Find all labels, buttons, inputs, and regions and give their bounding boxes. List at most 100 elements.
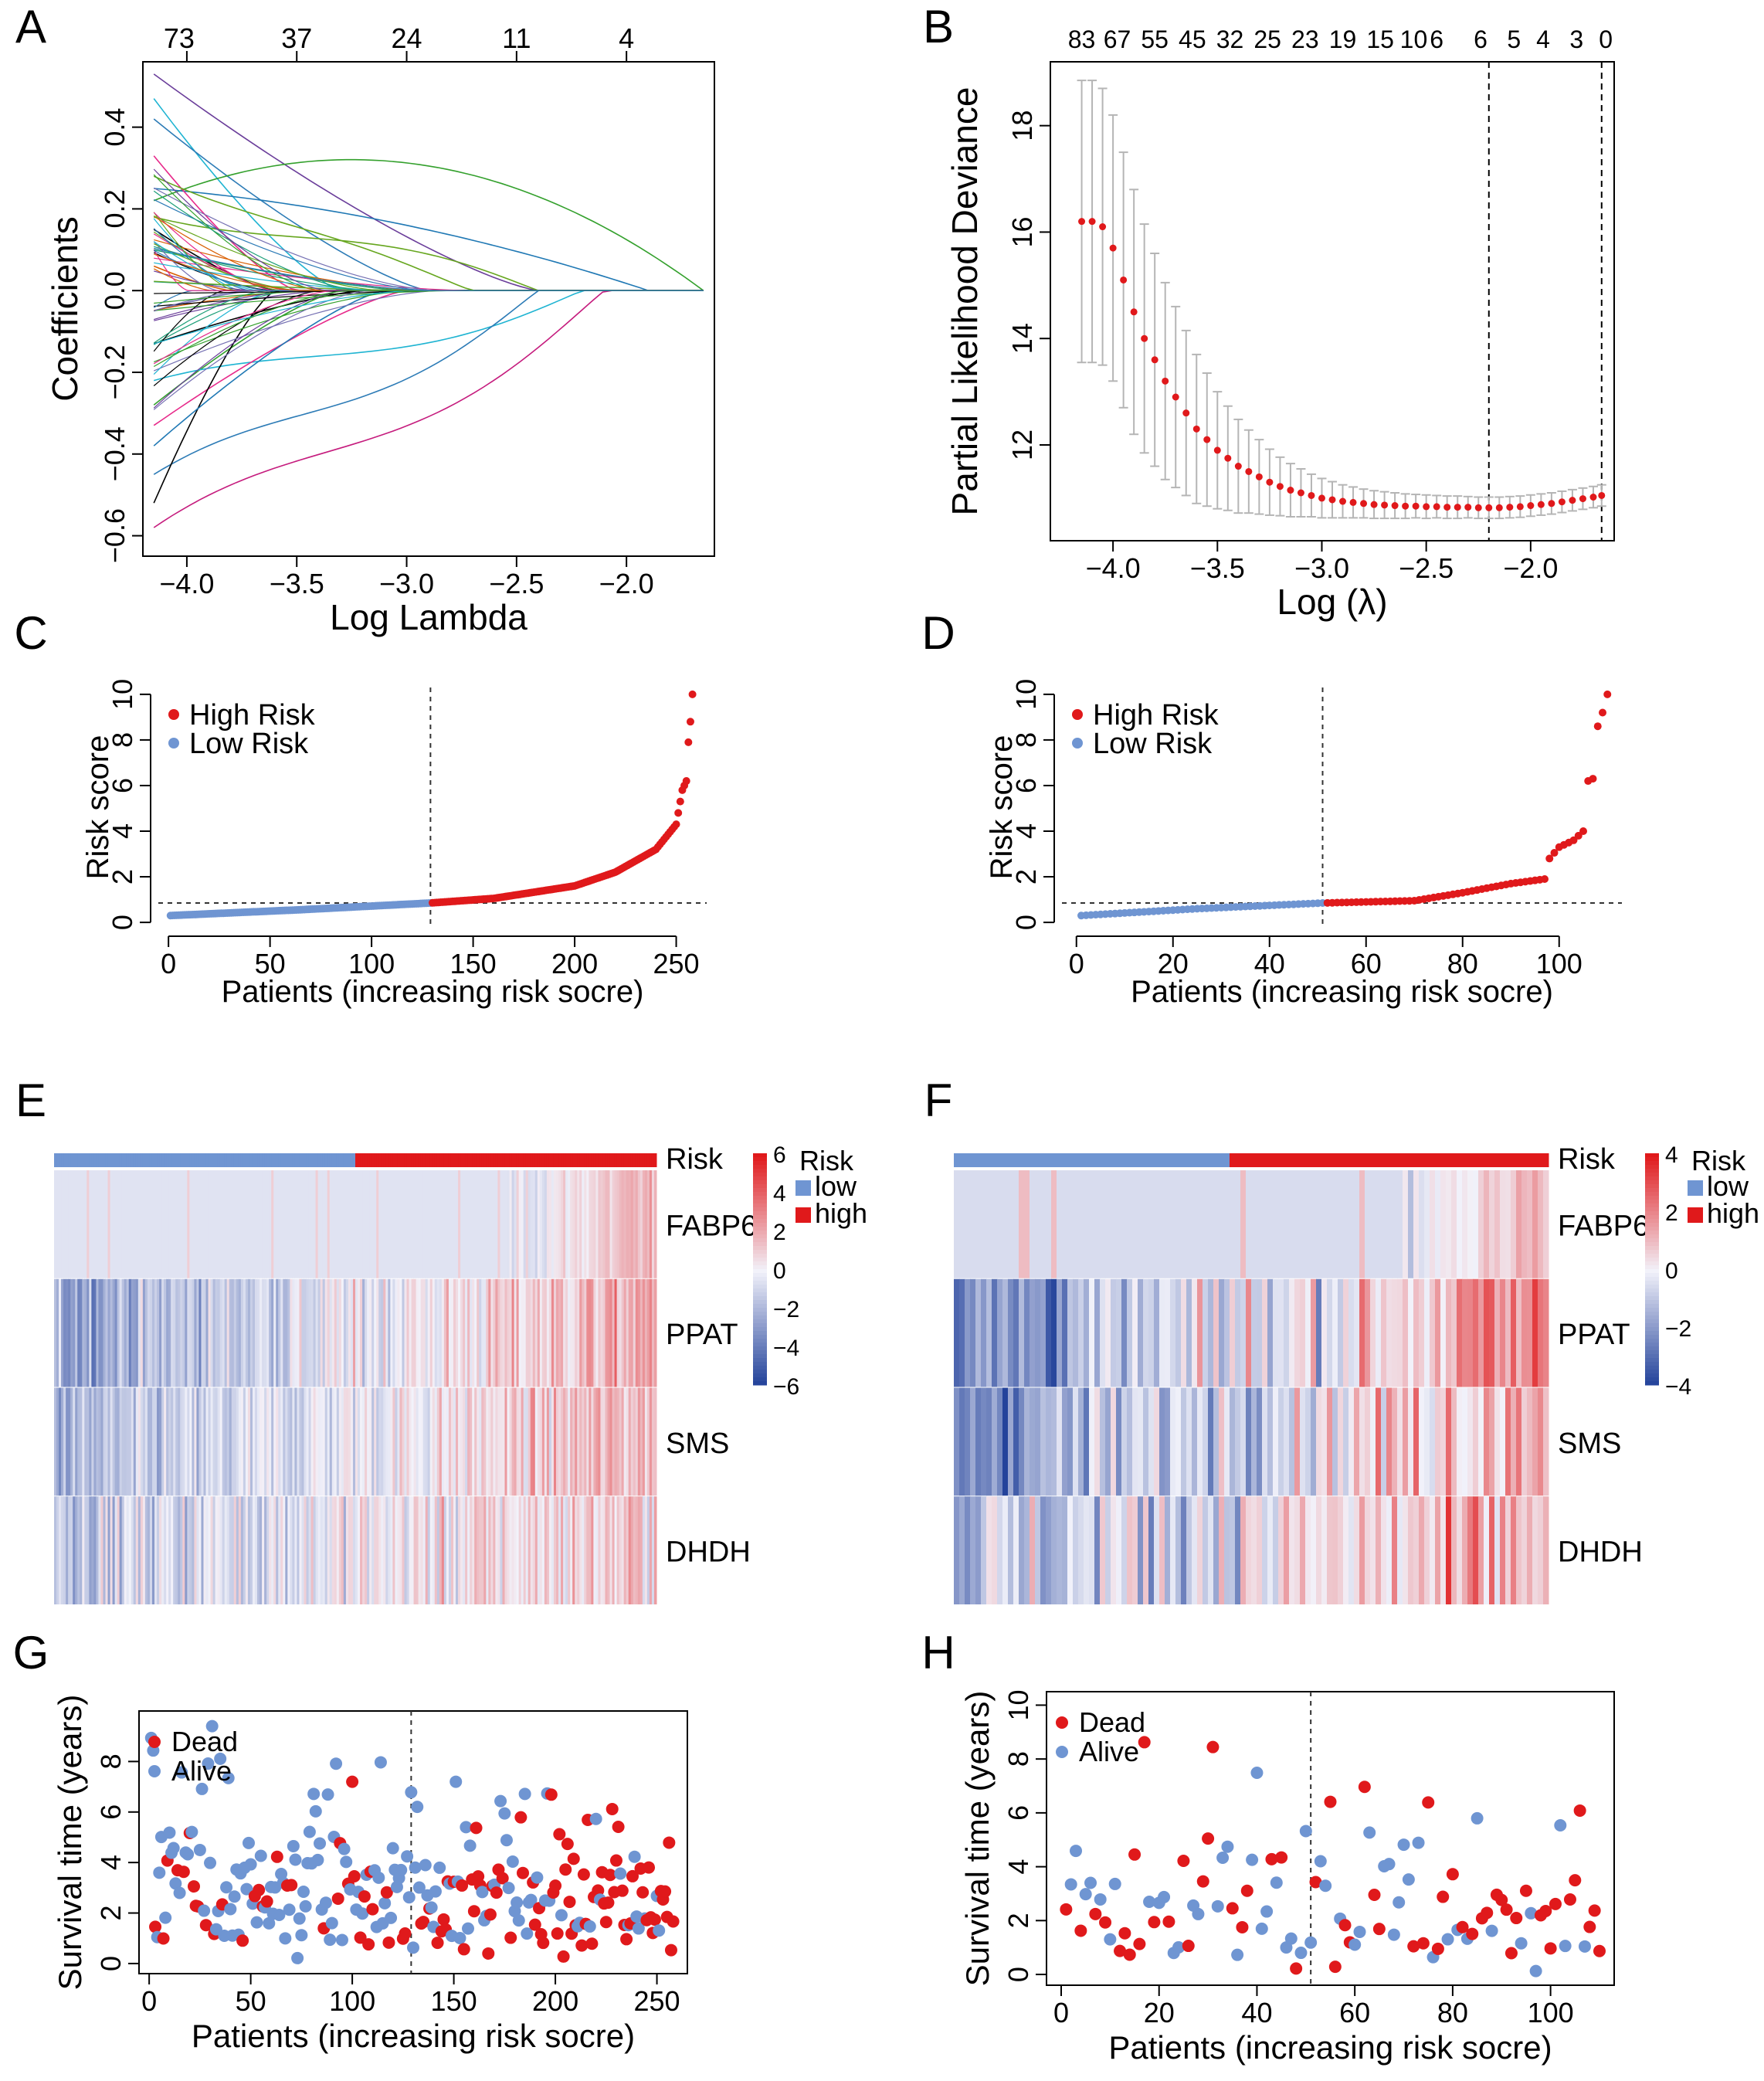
- heatmap-cell: [558, 1170, 561, 1278]
- survival-point: [228, 1890, 241, 1903]
- heatmap-cell: [1321, 1170, 1328, 1278]
- color-scale-cell: [1645, 1277, 1659, 1282]
- heatmap-cell: [427, 1278, 431, 1387]
- heatmap-cell: [1392, 1170, 1398, 1278]
- heatmap-cell: [378, 1387, 382, 1496]
- risk-annotation-cell: [602, 1153, 606, 1167]
- survival-point: [1104, 1933, 1117, 1946]
- risk-annotation-cell: [1321, 1153, 1328, 1167]
- risk-annotation-cell: [151, 1153, 155, 1167]
- heatmap-cell: [1067, 1170, 1074, 1278]
- heatmap-cell: [402, 1496, 405, 1604]
- heatmap-cell: [1424, 1170, 1430, 1278]
- heatmap-cell: [159, 1496, 162, 1604]
- heatmap-cell: [164, 1170, 167, 1278]
- heatmap-cell: [175, 1278, 178, 1387]
- heatmap-cell: [262, 1387, 265, 1496]
- heatmap-cell: [341, 1387, 344, 1496]
- survival-point: [386, 1842, 399, 1855]
- color-scale-cell: [1645, 1153, 1659, 1158]
- risk-annotation-cell: [112, 1153, 116, 1167]
- deviance-point: [1485, 504, 1493, 511]
- heatmap-cell: [140, 1278, 144, 1387]
- risk-annotation-cell: [488, 1153, 491, 1167]
- heatmap-cell: [260, 1496, 263, 1604]
- heatmap-cell: [411, 1170, 415, 1278]
- heatmap-cell: [1424, 1496, 1430, 1604]
- heatmap-cell: [612, 1496, 616, 1604]
- risk-annotation-cell: [1500, 1153, 1506, 1167]
- heatmap-cell: [441, 1387, 445, 1496]
- deviance-point: [1120, 276, 1128, 283]
- survival-point: [1143, 1896, 1156, 1909]
- heatmap-cell: [439, 1170, 443, 1278]
- heatmap-cell: [233, 1387, 237, 1496]
- heatmap-cell: [1467, 1278, 1474, 1387]
- risk-annotation-cell: [121, 1153, 125, 1167]
- heatmap-cell: [56, 1496, 59, 1604]
- legend-swatch-high: [1688, 1207, 1703, 1223]
- heatmap-cell: [59, 1170, 62, 1278]
- heatmap-cell: [565, 1278, 568, 1387]
- heatmap-cell: [374, 1170, 377, 1278]
- survival-point: [1108, 1877, 1121, 1890]
- survival-point: [1265, 1852, 1278, 1865]
- coef-path: [154, 188, 704, 291]
- y-tick-label: 10: [1010, 679, 1042, 710]
- heatmap-cell: [1419, 1278, 1425, 1387]
- heatmap-cell: [66, 1278, 69, 1387]
- heatmap-cell: [257, 1170, 260, 1278]
- survival-point: [1294, 1947, 1308, 1960]
- risk-annotation-cell: [252, 1153, 256, 1167]
- risk-annotation-cell: [257, 1153, 260, 1167]
- heatmap-cell: [614, 1170, 618, 1278]
- heatmap-cell: [1505, 1278, 1511, 1387]
- heatmap-cell: [458, 1387, 461, 1496]
- risk-annotation-cell: [623, 1153, 627, 1167]
- heatmap-cell: [245, 1496, 249, 1604]
- legend-swatch-low: [1688, 1180, 1703, 1196]
- heatmap-cell: [151, 1387, 155, 1496]
- heatmap-cell: [525, 1496, 529, 1604]
- heatmap-cell: [570, 1170, 573, 1278]
- heatmap-cell: [561, 1278, 564, 1387]
- heatmap-cell: [434, 1278, 438, 1387]
- heatmap-cell: [970, 1496, 976, 1604]
- risk-annotation-cell: [1208, 1153, 1214, 1167]
- risk-annotation-cell: [1013, 1153, 1019, 1167]
- heatmap-cell: [294, 1278, 297, 1387]
- survival-point: [1358, 1781, 1371, 1794]
- panel-letter-H: H: [921, 1627, 955, 1679]
- heatmap-cell: [89, 1170, 92, 1278]
- heatmap-cell: [1040, 1278, 1047, 1387]
- heatmap-cell: [1062, 1278, 1068, 1387]
- color-scale-cell: [1645, 1373, 1659, 1378]
- risk-annotation-cell: [75, 1153, 78, 1167]
- heatmap-cell: [621, 1496, 625, 1604]
- heatmap-cell: [544, 1170, 548, 1278]
- heatmap-cell: [1067, 1387, 1074, 1496]
- heatmap-cell: [1154, 1170, 1160, 1278]
- heatmap-cell: [1321, 1387, 1328, 1496]
- heatmap-cell: [642, 1387, 646, 1496]
- risk-annotation-cell: [310, 1153, 314, 1167]
- legend-label-low: low: [815, 1170, 857, 1202]
- heatmap-cell: [523, 1496, 527, 1604]
- survival-point: [198, 1904, 211, 1917]
- heatmap-cell: [1505, 1496, 1511, 1604]
- x-axis-label: Patients (increasing risk socre): [1131, 975, 1553, 1009]
- risk-annotation-cell: [450, 1153, 454, 1167]
- heatmap-cell: [208, 1387, 212, 1496]
- heatmap-cell: [249, 1496, 253, 1604]
- heatmap-cell: [981, 1170, 987, 1278]
- heatmap-cell: [144, 1278, 148, 1387]
- heatmap-cell: [1527, 1496, 1533, 1604]
- heatmap-cell: [463, 1170, 466, 1278]
- heatmap-cell: [653, 1496, 657, 1604]
- heatmap-cell: [1408, 1278, 1414, 1387]
- heatmap-cell: [628, 1496, 632, 1604]
- heatmap-cell: [600, 1278, 603, 1387]
- heatmap-cell: [582, 1170, 585, 1278]
- heatmap-cell: [192, 1278, 195, 1387]
